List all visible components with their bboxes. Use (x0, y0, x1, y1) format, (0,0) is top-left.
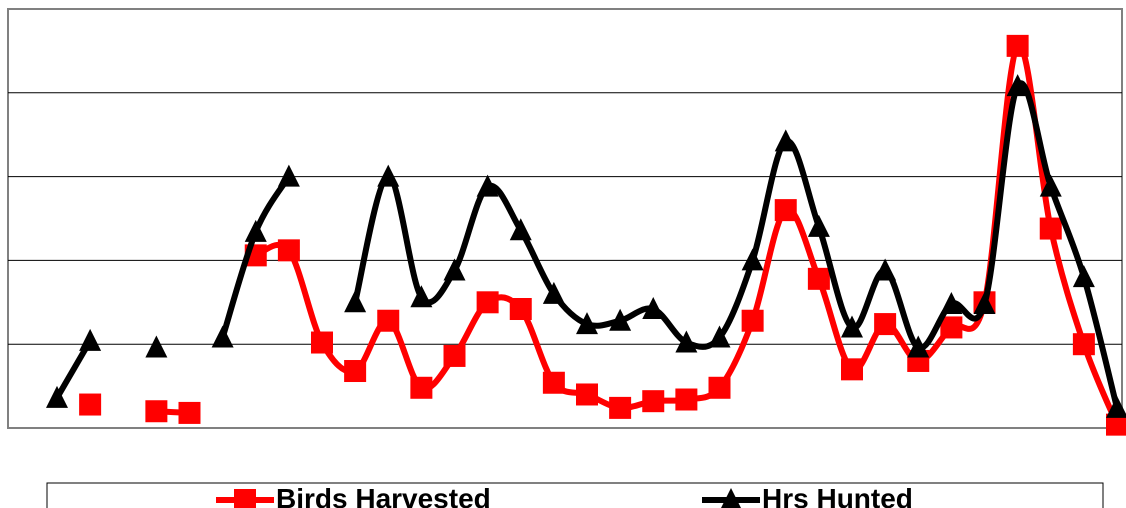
data-point-hrs-hunted (145, 335, 168, 358)
legend-triangle-marker (721, 488, 741, 508)
data-point-birds-harvested (145, 400, 168, 423)
data-point-hrs-hunted (807, 214, 830, 237)
data-point-hrs-hunted (741, 248, 764, 271)
series-hrs-hunted (46, 74, 1126, 418)
data-point-birds-harvested (841, 358, 863, 381)
data-point-hrs-hunted (907, 335, 930, 358)
data-point-birds-harvested (443, 344, 466, 367)
data-point-hrs-hunted (774, 129, 797, 152)
data-point-hrs-hunted (1072, 265, 1095, 288)
data-point-birds-harvested (542, 371, 565, 394)
legend-label-hrs-hunted: Hrs Hunted (762, 483, 913, 508)
data-point-birds-harvested (277, 239, 300, 262)
legend-entry-hrs-hunted: Hrs Hunted (702, 483, 913, 508)
data-point-birds-harvested (509, 298, 532, 321)
data-point-birds-harvested (874, 313, 897, 336)
data-point-hrs-hunted (675, 330, 698, 353)
data-point-hrs-hunted (211, 325, 234, 348)
data-point-hrs-hunted (46, 385, 68, 408)
data-point-hrs-hunted (476, 174, 499, 197)
data-point-birds-harvested (476, 291, 499, 314)
data-point-birds-harvested (642, 390, 665, 413)
data-point-birds-harvested (79, 393, 102, 416)
data-point-birds-harvested (178, 401, 201, 424)
data-point-hrs-hunted (509, 218, 532, 241)
data-point-hrs-hunted (410, 285, 433, 308)
data-point-birds-harvested (741, 309, 764, 332)
legend: Birds Harvested Hrs Hunted (46, 482, 1104, 508)
data-point-birds-harvested (1006, 34, 1029, 57)
data-point-hrs-hunted (79, 328, 102, 351)
series-line-hrs-hunted (352, 80, 1120, 409)
data-point-birds-harvested (410, 376, 433, 399)
data-point-birds-harvested (311, 331, 333, 354)
series-birds-harvested (79, 34, 1126, 436)
series-layer (46, 34, 1126, 436)
data-point-birds-harvested (1072, 333, 1095, 356)
legend-square-marker (234, 489, 256, 508)
data-point-birds-harvested (1039, 217, 1062, 240)
data-point-hrs-hunted (1006, 74, 1029, 97)
data-point-hrs-hunted (841, 315, 863, 338)
data-point-birds-harvested (344, 360, 367, 383)
data-point-hrs-hunted (940, 291, 963, 314)
data-point-hrs-hunted (973, 291, 996, 314)
data-point-hrs-hunted (377, 164, 400, 187)
legend-label-birds-harvested: Birds Harvested (276, 483, 491, 508)
data-point-birds-harvested (377, 309, 400, 332)
data-point-birds-harvested (576, 383, 598, 406)
data-point-birds-harvested (708, 376, 731, 399)
data-point-hrs-hunted (609, 308, 632, 331)
data-point-hrs-hunted (277, 164, 300, 187)
data-point-birds-harvested (1106, 413, 1126, 436)
legend-box (46, 482, 1104, 508)
legend-entry-birds-harvested: Birds Harvested (216, 483, 491, 508)
data-point-birds-harvested (774, 199, 797, 222)
data-point-birds-harvested (609, 396, 632, 419)
data-point-hrs-hunted (244, 219, 267, 242)
data-point-birds-harvested (807, 267, 830, 290)
data-point-birds-harvested (940, 316, 963, 339)
data-point-hrs-hunted (576, 312, 598, 335)
data-point-hrs-hunted (642, 297, 665, 320)
data-point-hrs-hunted (1106, 395, 1126, 418)
data-point-hrs-hunted (874, 258, 897, 281)
plot-area (7, 8, 1123, 429)
data-point-birds-harvested (675, 388, 698, 411)
data-point-hrs-hunted (344, 290, 367, 313)
data-point-hrs-hunted (542, 281, 565, 304)
data-point-hrs-hunted (708, 325, 731, 348)
data-point-hrs-hunted (443, 258, 466, 281)
data-point-hrs-hunted (1039, 174, 1062, 197)
